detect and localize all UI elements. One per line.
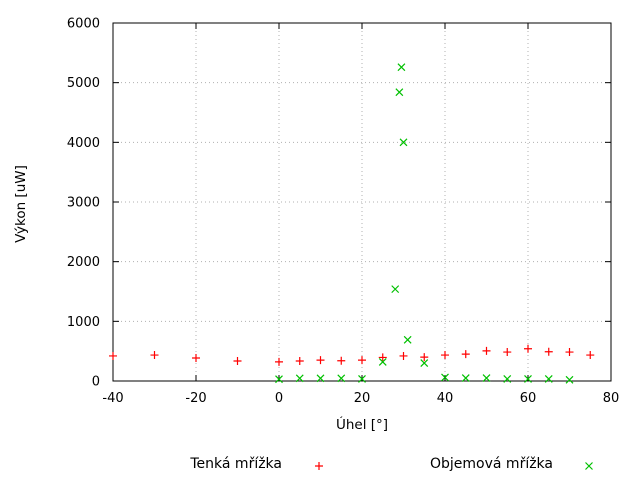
y-tick-label: 0 (92, 375, 100, 390)
data-point-tenka-mrizka (482, 346, 491, 355)
data-point-tenka-mrizka (337, 356, 346, 365)
data-point-objemova-mrizka (420, 359, 429, 368)
data-point-tenka-mrizka (150, 351, 159, 360)
data-point-objemova-mrizka (461, 374, 470, 382)
data-point-objemova-mrizka (403, 335, 412, 344)
x-tick-label: -20 (185, 391, 206, 406)
data-point-objemova-mrizka (565, 375, 574, 384)
legend-marker-plus-icon (311, 458, 327, 472)
legend-label-tenka-mrizka: Tenká mřížka (190, 456, 282, 472)
data-point-tenka-mrizka (565, 348, 574, 357)
data-point-tenka-mrizka (503, 348, 512, 357)
x-tick-label: 80 (603, 391, 620, 406)
data-point-tenka-mrizka (441, 351, 449, 360)
data-point-tenka-mrizka (524, 344, 532, 353)
data-point-objemova-mrizka (397, 63, 406, 72)
x-tick-label: -40 (102, 391, 123, 406)
data-point-objemova-mrizka (503, 374, 512, 383)
data-point-objemova-mrizka (391, 285, 400, 294)
data-point-objemova-mrizka (358, 374, 366, 383)
data-point-objemova-mrizka (275, 375, 283, 384)
data-point-objemova-mrizka (524, 374, 532, 383)
data-point-tenka-mrizka (586, 351, 595, 360)
data-point-objemova-mrizka (337, 374, 346, 383)
data-point-tenka-mrizka (295, 357, 304, 366)
data-point-tenka-mrizka (358, 356, 366, 365)
data-point-tenka-mrizka (420, 353, 429, 362)
data-point-objemova-mrizka (399, 138, 408, 147)
data-point-tenka-mrizka (109, 351, 117, 360)
data-point-tenka-mrizka (275, 357, 283, 366)
legend-marker-cross-icon (581, 458, 597, 472)
y-tick-label: 4000 (67, 136, 100, 151)
data-point-tenka-mrizka (192, 354, 200, 363)
data-point-objemova-mrizka (544, 374, 553, 383)
x-axis-title: Úhel [°] (335, 417, 389, 433)
x-tick-label: 0 (275, 391, 283, 406)
data-point-tenka-mrizka (461, 350, 470, 359)
x-tick-label: 60 (520, 391, 537, 406)
data-point-tenka-mrizka (316, 356, 325, 365)
y-tick-label: 6000 (67, 17, 100, 32)
y-axis-title: Výkon [uW] (13, 165, 29, 243)
data-point-objemova-mrizka (316, 374, 325, 383)
data-point-objemova-mrizka (378, 357, 387, 366)
data-point-objemova-mrizka (295, 374, 304, 383)
data-point-tenka-mrizka (378, 353, 387, 362)
data-point-tenka-mrizka (233, 357, 242, 366)
x-tick-label: 20 (354, 391, 371, 406)
y-tick-label: 2000 (67, 255, 100, 270)
data-point-objemova-mrizka (482, 374, 491, 382)
x-tick-label: 40 (437, 391, 454, 406)
y-tick-label: 3000 (67, 196, 100, 211)
y-tick-label: 5000 (67, 76, 100, 91)
data-point-objemova-mrizka (441, 373, 449, 382)
legend-label-objemova-mrizka: Objemová mřížka (430, 456, 553, 472)
y-tick-label: 1000 (67, 315, 100, 330)
data-point-objemova-mrizka (395, 88, 404, 97)
data-point-tenka-mrizka (399, 351, 408, 360)
data-point-tenka-mrizka (544, 347, 553, 356)
